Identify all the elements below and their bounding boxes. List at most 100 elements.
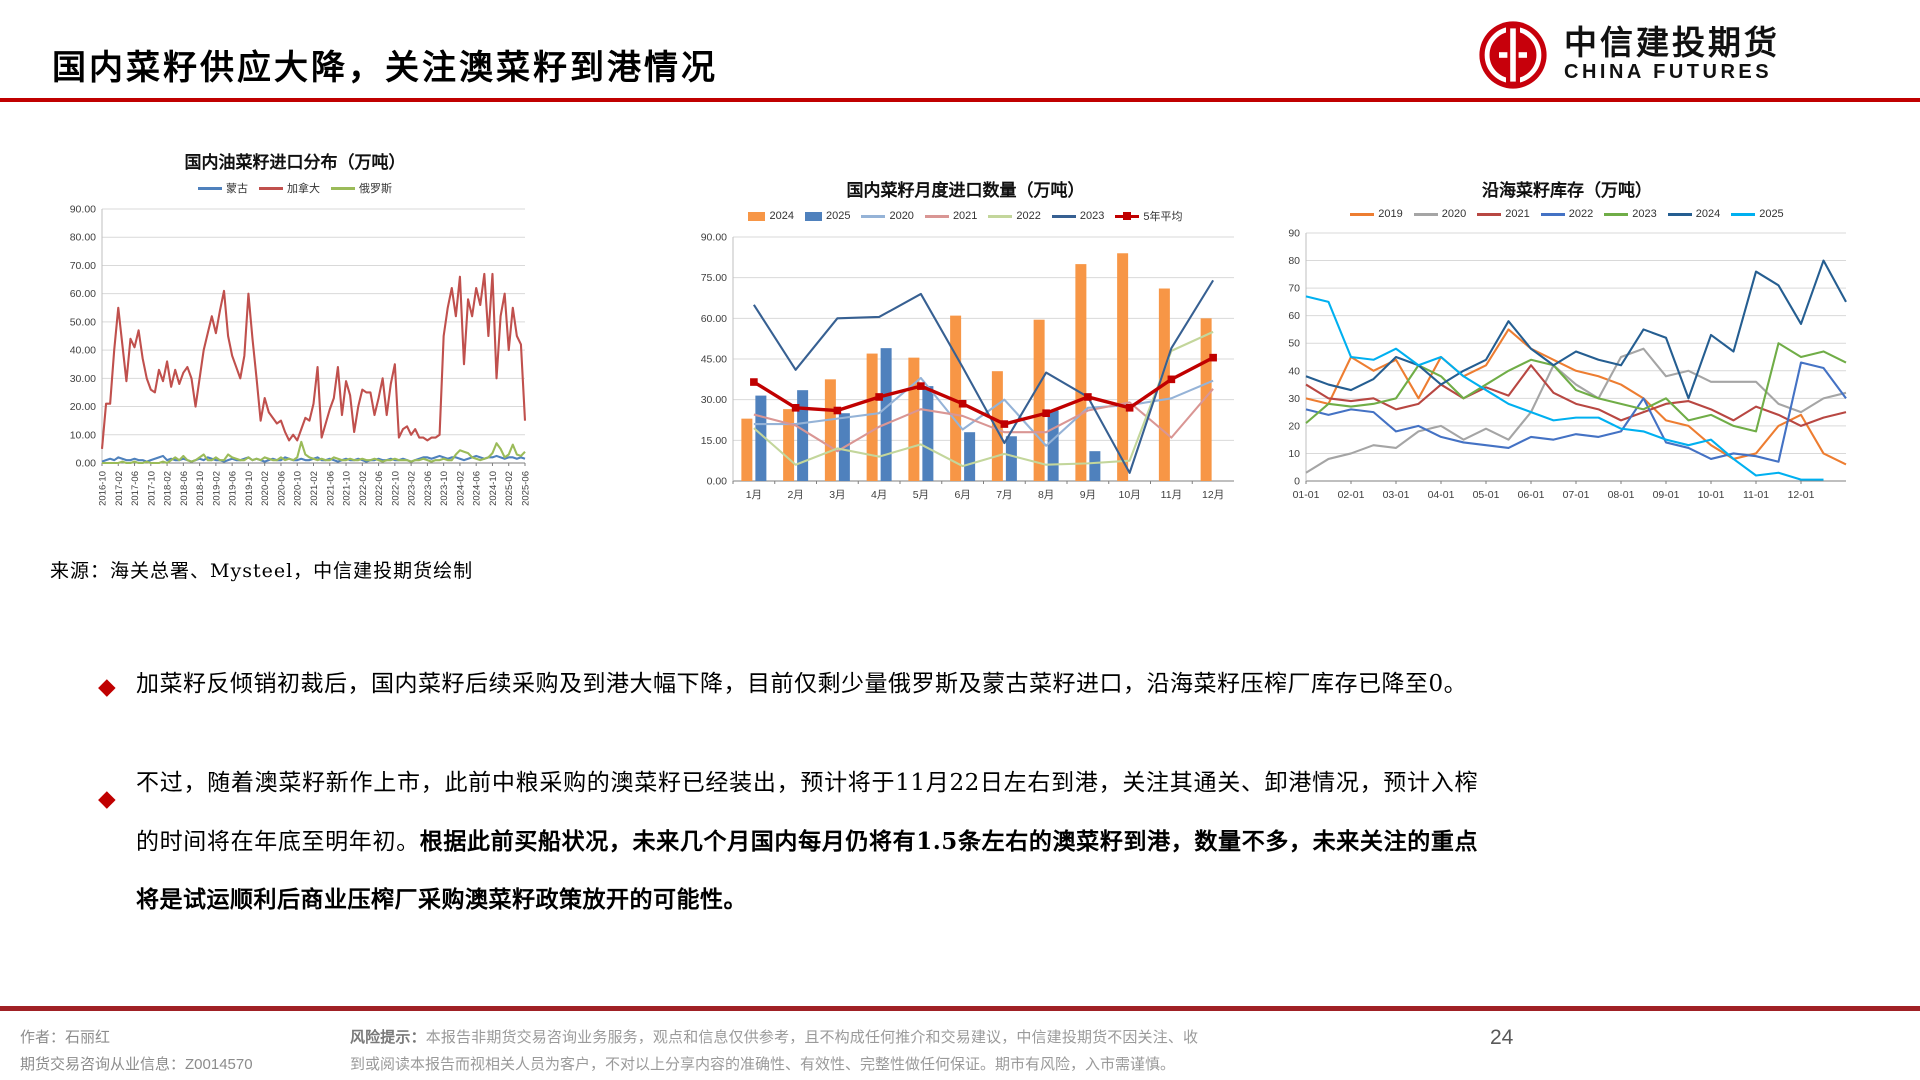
x-axis-tick-label: 2017-10 <box>146 471 157 506</box>
legend-line-swatch-icon <box>988 214 1013 218</box>
y-axis-tick-label: 40.00 <box>70 345 96 357</box>
x-axis-tick-label: 7月 <box>996 489 1012 501</box>
legend-label: 2022 <box>1016 210 1041 222</box>
x-axis-tick-label: 2022-10 <box>390 471 401 506</box>
legend-label: 2023 <box>1079 210 1105 222</box>
legend-line-swatch-icon <box>1604 212 1629 216</box>
x-axis-tick-label: 2024-06 <box>472 471 483 506</box>
x-axis-tick-label: 06-01 <box>1518 489 1545 501</box>
x-axis-tick-label: 2019-02 <box>211 471 222 506</box>
x-axis-tick-label: 2021-10 <box>342 471 353 506</box>
chart-legend: 2019 2020 2021 2022 2023 2024 2025 <box>1272 208 1862 220</box>
page-title: 国内菜籽供应大降，关注澳菜籽到港情况 <box>52 48 718 88</box>
company-logo: 中信建投期货 CHINA FUTURES <box>1478 20 1780 90</box>
series-group <box>100 272 527 465</box>
x-axis-tick-label: 2020-06 <box>276 471 287 506</box>
bar-2024 <box>1117 253 1129 481</box>
x-axis-tick-label: 2024-10 <box>488 471 499 506</box>
x-axis-tick-label: 2023-10 <box>439 471 450 506</box>
legend-label: 2021 <box>1505 208 1530 220</box>
bullet-text: 加菜籽反倾销初裁后，国内菜籽后续采购及到港大幅下降，目前仅剩少量俄罗斯及蒙古菜籽… <box>136 671 1468 697</box>
x-axis-tick-label: 2018-02 <box>163 471 174 506</box>
legend-item: 加拿大 <box>259 180 320 196</box>
bar-2025 <box>1005 436 1017 481</box>
line-2020 <box>1305 347 1847 474</box>
legend-item: 2023 <box>1051 210 1105 222</box>
line-2022 <box>753 330 1214 468</box>
legend-item: 2023 <box>1604 208 1657 220</box>
x-axis-tick-label: 07-01 <box>1563 489 1590 501</box>
marker-5年平均 <box>958 399 967 408</box>
x-axis-tick-label: 05-01 <box>1473 489 1500 501</box>
line-2020 <box>753 376 1214 447</box>
license-line: 期货交易咨询从业信息：Z0014570 <box>20 1056 253 1073</box>
y-axis-tick-label: 70.00 <box>70 260 96 272</box>
legend-item: 5年平均 <box>1115 208 1183 224</box>
footer-divider-rule <box>0 1006 1920 1011</box>
y-axis-tick-label: 20 <box>1288 420 1300 432</box>
legend-line-swatch-icon <box>331 186 355 190</box>
line-2023 <box>752 279 1215 474</box>
legend-item: 2020 <box>1413 208 1466 220</box>
marker-5年平均 <box>1167 375 1176 384</box>
gridlines: 0.00 10.00 20.00 30.00 40.00 50.00 60.00 70.00 8… <box>70 204 526 470</box>
author-line: 作者：石丽红 <box>20 1029 111 1046</box>
line-2021 <box>1305 364 1847 427</box>
x-axis-tick-label: 4月 <box>871 489 887 501</box>
y-axis-tick-label: 30.00 <box>70 373 96 385</box>
x-axis-tick-label: 2023-06 <box>423 471 434 506</box>
line-俄罗斯 <box>102 440 526 465</box>
x-axis-tick-label: 9月 <box>1080 489 1096 501</box>
y-axis-tick-label: 0.00 <box>76 458 97 470</box>
legend-item: 蒙古 <box>198 180 248 196</box>
bar-2024 <box>991 371 1003 481</box>
line-加拿大 <box>100 272 527 449</box>
logo-english-name: CHINA FUTURES <box>1564 60 1773 83</box>
x-axis-tick-label: 6月 <box>954 489 970 501</box>
x-axis-tick-label: 2020-10 <box>293 471 304 506</box>
chart-monthly-imports: 国内菜籽月度进口数量（万吨） 2024 2025 2020 2021 2022 2023 5… <box>683 176 1248 512</box>
legend-line-swatch-icon <box>1350 212 1375 216</box>
y-axis-tick-label: 75.00 <box>701 272 727 284</box>
bar-2024 <box>1075 264 1087 481</box>
legend-bar-swatch-icon <box>804 211 822 221</box>
x-axis-tick-label: 2018-10 <box>195 471 206 506</box>
legend-line-swatch-icon <box>924 214 949 218</box>
chart-title: 沿海菜籽库存（万吨） <box>1482 181 1652 201</box>
y-axis-tick-label: 45.00 <box>701 354 727 366</box>
legend-line-swatch-icon <box>861 214 886 218</box>
bar-2025 <box>797 390 809 481</box>
line-5年平均 <box>752 356 1214 426</box>
legend-label: 加拿大 <box>287 183 320 195</box>
bullet-list: ◆ 加菜籽反倾销初裁后，国内菜籽后续采购及到港大幅下降，目前仅剩少量俄罗斯及蒙古… <box>98 668 1478 930</box>
coastal-stock-plot: 0 10 20 30 40 50 60 70 80 90 01-01 02-01 03-01 04-01 0… <box>1288 228 1847 501</box>
x-axis-tick-label: 01-01 <box>1293 489 1320 501</box>
x-axis-tick-label: 2024-02 <box>455 471 466 506</box>
legend-line-swatch-icon <box>1477 212 1502 216</box>
legend-line-swatch-icon <box>1115 212 1140 220</box>
chart-title: 国内油菜籽进口分布（万吨） <box>184 153 406 173</box>
x-axis-tick-label: 08-01 <box>1608 489 1635 501</box>
marker-5年平均 <box>875 393 883 401</box>
x-axis-tick-label: 2025-06 <box>521 471 532 506</box>
x-axis-tick-label: 3月 <box>829 489 845 501</box>
legend-label: 2022 <box>1568 208 1594 220</box>
legend-item: 2022 <box>1540 208 1594 220</box>
bar-2024 <box>1200 318 1212 481</box>
line-2021 <box>753 388 1214 453</box>
marker-5年平均 <box>1125 404 1134 412</box>
legend-line-swatch-icon <box>1667 212 1692 216</box>
y-axis-tick-label: 50 <box>1288 338 1300 350</box>
footer-author-block: 作者：石丽红 期货交易咨询从业信息：Z0014570 <box>20 1024 253 1078</box>
legend-label: 2025 <box>825 210 851 222</box>
bar-2024 <box>741 418 753 481</box>
x-axis-tick-label: 2022-06 <box>374 471 385 506</box>
logo-text: 中信建投期货 CHINA FUTURES <box>1564 26 1780 84</box>
bar-2024 <box>783 409 795 481</box>
x-axis-tick-label: 11月 <box>1161 489 1182 501</box>
chart-coastal-stock: 沿海菜籽库存（万吨） 2019 2020 2021 2022 2023 2024 2025 … <box>1272 176 1862 514</box>
series-group <box>1305 259 1847 481</box>
y-axis-tick-label: 60 <box>1288 310 1300 322</box>
x-axis-tick-label: 2019-10 <box>244 471 255 506</box>
